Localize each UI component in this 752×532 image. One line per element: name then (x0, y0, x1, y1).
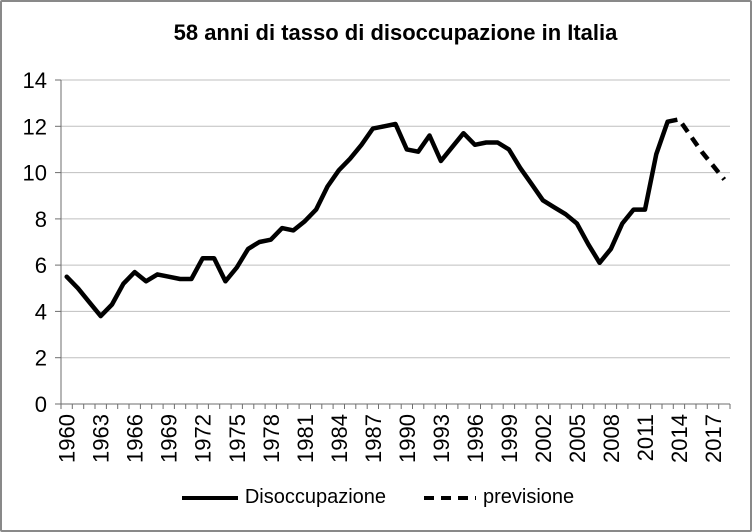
x-axis-tick-label: 1984 (327, 414, 352, 463)
y-axis-tick-label: 8 (35, 207, 47, 232)
x-axis-tick-label: 2011 (633, 414, 658, 461)
series-line-disoccupazione (64, 119, 670, 319)
legend-item-previsione: previsione (424, 486, 574, 509)
x-axis-tick-label: 1981 (293, 414, 318, 463)
legend-label-previsione: previsione (483, 486, 575, 508)
solid-line-swatch-icon (181, 495, 238, 500)
x-axis-tick-label: 1978 (259, 414, 284, 463)
x-axis-tick-label: 1993 (429, 414, 454, 463)
y-axis-tick-label: 10 (23, 161, 47, 186)
legend-label-disoccupazione: Disoccupazione (244, 486, 387, 508)
x-axis-tick-label: 2017 (701, 414, 726, 463)
x-axis-tick-label: 2008 (599, 414, 624, 463)
series-line-previsione (667, 117, 727, 181)
y-axis-tick-label: 12 (23, 114, 47, 139)
x-axis-tick-label: 1960 (55, 414, 80, 463)
y-axis-tick-label: 6 (35, 253, 47, 278)
y-axis-tick-label: 0 (35, 392, 47, 417)
y-axis-tick-label: 4 (35, 299, 47, 324)
x-axis-tick-label: 1963 (89, 414, 114, 463)
x-axis-tick-label: 1996 (463, 414, 488, 463)
x-axis-tick-label: 1987 (361, 414, 386, 463)
x-axis-tick-label: 1966 (123, 414, 148, 463)
x-axis-tick-label: 1975 (225, 414, 250, 463)
x-axis-tick-label: 1969 (157, 414, 182, 463)
dashed-line-swatch-icon (424, 495, 477, 500)
y-axis-tick-label: 14 (23, 68, 47, 93)
x-axis-tick-label: 1999 (497, 414, 522, 463)
x-axis-tick-label: 1972 (191, 414, 216, 463)
x-axis-tick-label: 2005 (565, 414, 590, 463)
plot-area: 0 2 4 6 8 10 12 14 1960 1963 1966 1969 1972 1975 1978 1… (23, 68, 731, 463)
legend-item-disoccupazione: Disoccupazione (181, 486, 387, 509)
y-axis-tick-label: 2 (35, 346, 47, 371)
legend: Disoccupazione previsione (2, 486, 750, 509)
x-axis-tick-label: 2002 (531, 414, 556, 463)
x-axis-tick-label: 1990 (395, 414, 420, 463)
chart-title: 58 anni di tasso di disoccupazione in It… (173, 20, 618, 45)
x-axis-tick-label: 2014 (667, 414, 692, 463)
